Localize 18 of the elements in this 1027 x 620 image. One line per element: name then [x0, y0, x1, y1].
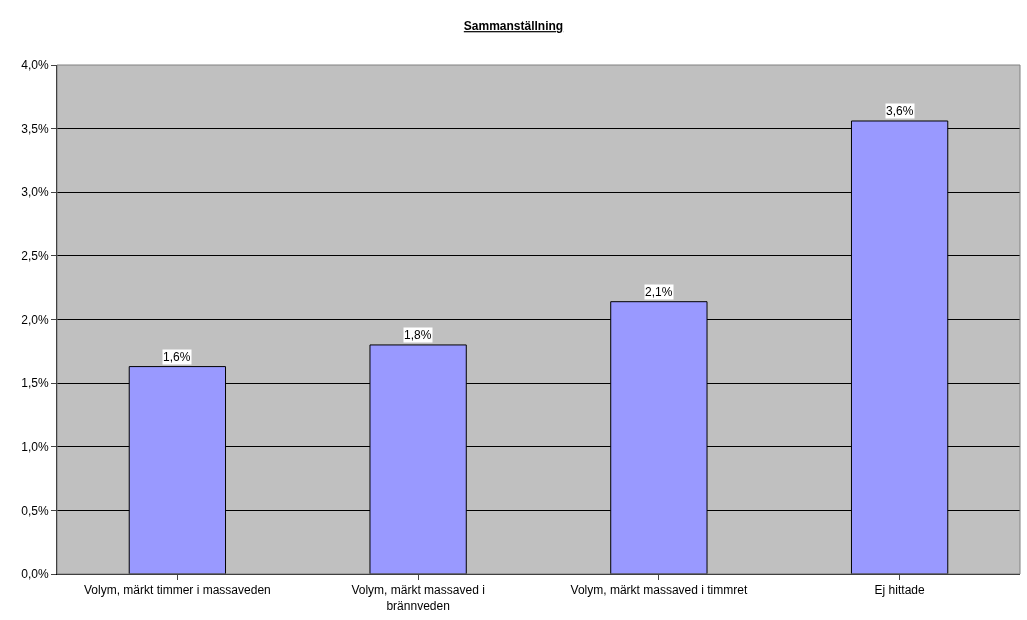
data-label: 1,6% — [163, 350, 191, 364]
data-label: 3,6% — [886, 104, 914, 118]
y-tick-label: 4,0% — [21, 58, 49, 73]
x-tick-label: Volym, märkt massaved i timmret — [570, 583, 748, 598]
x-tick-label: Volym, märkt massaved i brännveden — [351, 583, 485, 613]
y-tick-label: 0,5% — [21, 503, 49, 518]
y-tick-label: 0,0% — [21, 567, 49, 582]
y-tick-label: 2,0% — [21, 312, 49, 327]
data-label: 1,8% — [404, 328, 432, 342]
chart-title: Sammanställning — [463, 19, 564, 34]
data-label: 2,1% — [645, 285, 673, 299]
x-tick-label: Ej hittade — [874, 583, 925, 598]
y-tick-label: 3,0% — [21, 185, 49, 200]
y-tick-label: 1,5% — [21, 376, 49, 391]
y-tick-label: 1,0% — [21, 439, 49, 454]
y-tick-label: 3,5% — [21, 121, 49, 136]
y-tick-label: 2,5% — [21, 249, 49, 264]
x-tick-label: Volym, märkt timmer i massaveden — [84, 583, 271, 598]
